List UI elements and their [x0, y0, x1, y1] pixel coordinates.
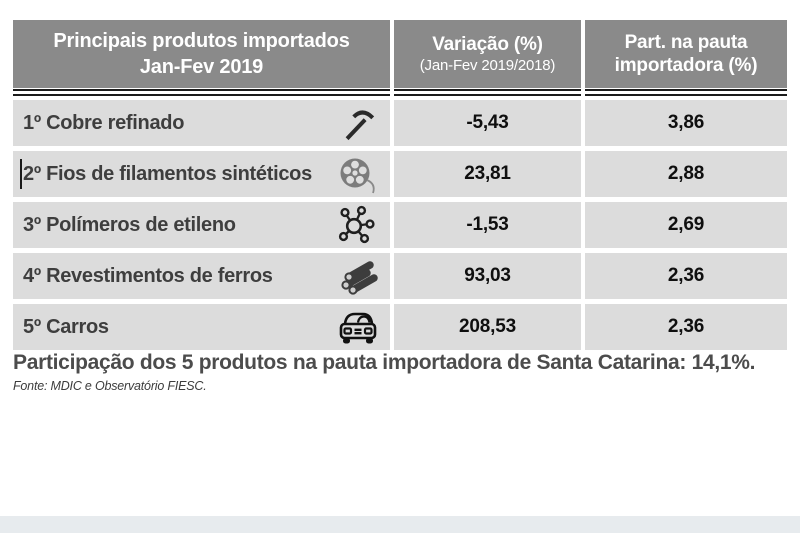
header-share-line2: importadora (%): [614, 55, 758, 76]
share-value: 2,88: [585, 151, 787, 197]
variation-value: 93,03: [394, 253, 581, 299]
header-divider: [13, 89, 787, 96]
table-row: 3º Polímeros de etileno: [13, 202, 787, 248]
thread-spool-icon: [335, 154, 381, 194]
product-label: 1º Cobre refinado: [23, 111, 185, 134]
product-label: 4º Revestimentos de ferros: [23, 264, 273, 287]
product-label: 3º Polímeros de etileno: [23, 213, 236, 236]
source-note: Fonte: MDIC e Observatório FIESC.: [13, 379, 207, 393]
header-products-line2: Jan-Fev 2019: [139, 56, 264, 78]
header-variation-title: Variação (%): [432, 34, 543, 55]
table-row: 5º Carros: [13, 304, 787, 350]
car-icon: [335, 307, 381, 347]
header-products: Principais produtos importados Jan-Fev 2…: [13, 20, 390, 88]
product-label: 5º Carros: [23, 315, 109, 338]
table-body: 1º Cobre refinado -5,43 3,86 2º Fios de …: [13, 100, 787, 350]
share-value: 2,36: [585, 304, 787, 350]
share-value: 2,69: [585, 202, 787, 248]
share-value: 3,86: [585, 100, 787, 146]
share-value: 2,36: [585, 253, 787, 299]
product-label: 2º Fios de filamentos sintéticos: [23, 162, 312, 185]
pickaxe-icon: [335, 103, 381, 143]
molecule-icon: [335, 205, 381, 245]
header-share: Part. na pauta importadora (%): [585, 20, 787, 88]
header-share-line1: Part. na pauta: [624, 32, 748, 53]
table-row: 1º Cobre refinado -5,43 3,86: [13, 100, 787, 146]
variation-value: -5,43: [394, 100, 581, 146]
table-row: 2º Fios de filamentos sintéticos: [13, 151, 787, 197]
text-cursor-artifact: [20, 159, 22, 189]
header-products-line1: Principais produtos importados: [53, 30, 350, 52]
variation-value: 23,81: [394, 151, 581, 197]
variation-value: 208,53: [394, 304, 581, 350]
participation-note: Participação dos 5 produtos na pauta imp…: [13, 351, 756, 374]
header-variation: Variação (%) (Jan-Fev 2019/2018): [394, 20, 581, 88]
variation-value: -1,53: [394, 202, 581, 248]
table-header: Principais produtos importados Jan-Fev 2…: [13, 20, 787, 88]
steel-pipes-icon: [335, 256, 381, 296]
header-variation-subtitle: (Jan-Fev 2019/2018): [419, 57, 556, 74]
table-row: 4º Revestimentos de ferros: [13, 253, 787, 299]
products-table: Principais produtos importados Jan-Fev 2…: [13, 20, 787, 350]
bottom-bar: [0, 516, 800, 533]
